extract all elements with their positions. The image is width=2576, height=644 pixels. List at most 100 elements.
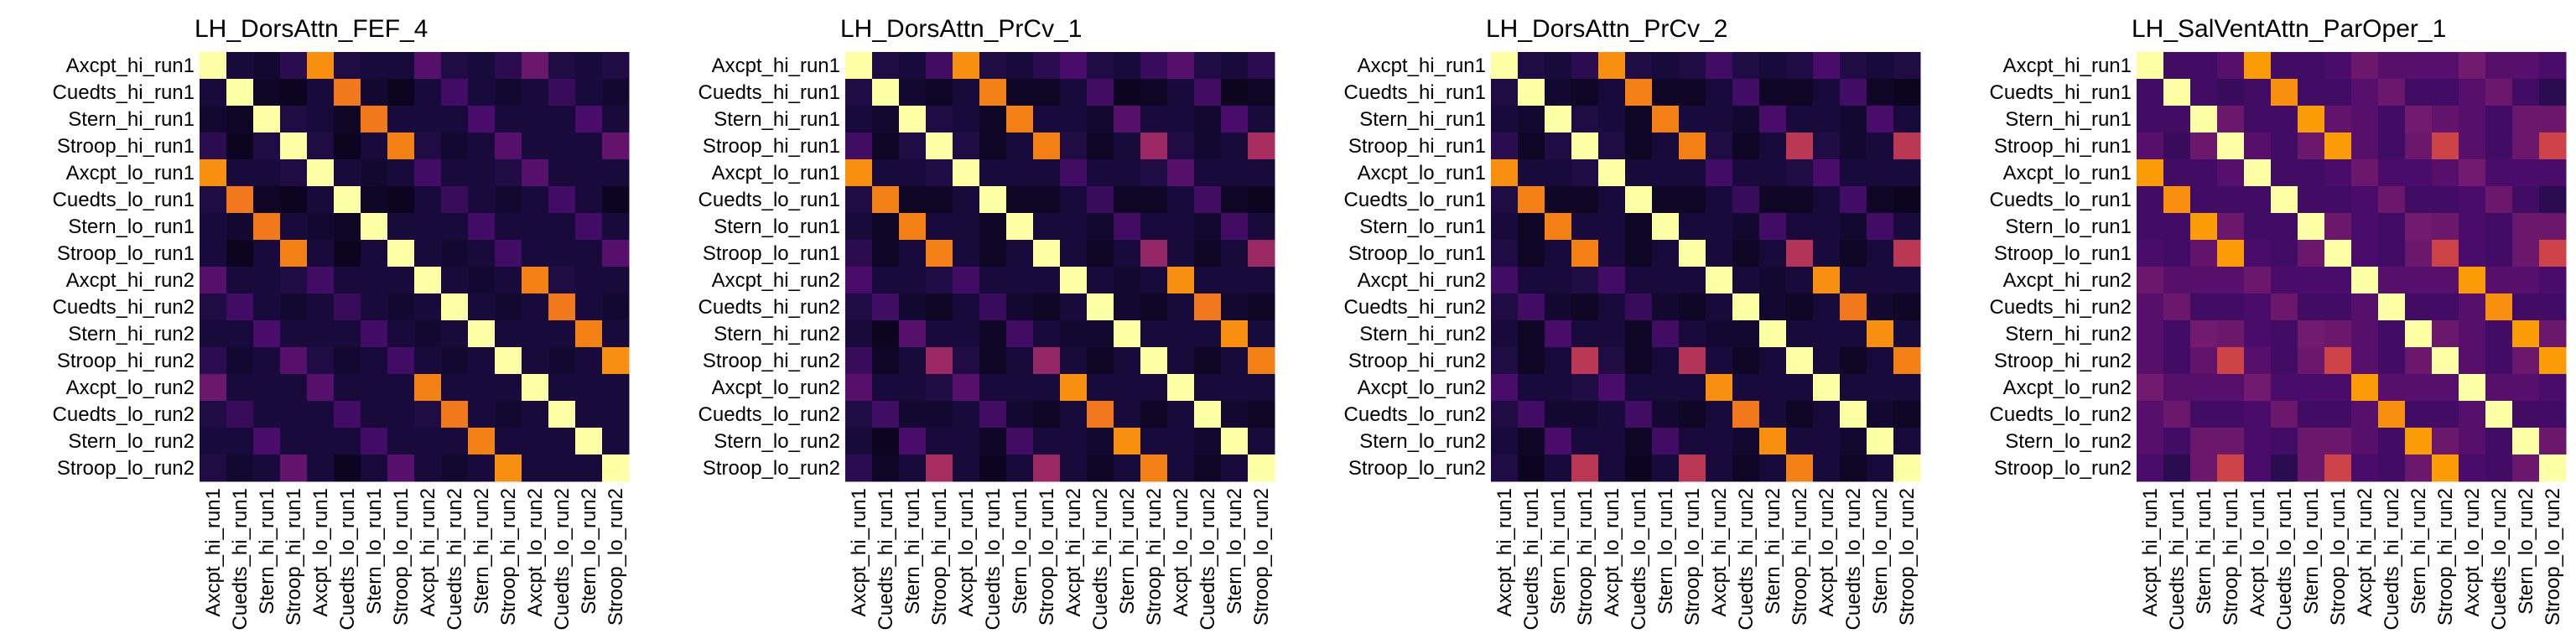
heatmap-cell xyxy=(495,320,522,348)
heatmap-cell xyxy=(926,293,953,321)
heatmap-cell xyxy=(2539,267,2567,294)
heatmap-cell xyxy=(1033,347,1061,375)
heatmap-cell xyxy=(2378,159,2406,187)
y-tick-label: Stern_lo_run1 xyxy=(2005,216,2132,238)
heatmap-cell xyxy=(2539,293,2567,321)
heatmap-cell xyxy=(387,374,415,402)
heatmap-cell xyxy=(1248,132,1275,160)
y-tick-label: Cuedts_lo_run1 xyxy=(1990,189,2132,211)
heatmap-cell xyxy=(2459,106,2486,133)
heatmap-cell xyxy=(1491,159,1519,187)
heatmap-cell xyxy=(468,159,496,187)
heatmap-cell xyxy=(1060,374,1088,402)
heatmap-cell xyxy=(2217,240,2245,267)
heatmap-cell xyxy=(2512,79,2540,106)
heatmap-cell xyxy=(602,240,630,267)
heatmap-cell xyxy=(2163,320,2191,348)
heatmap-cell xyxy=(1167,454,1195,482)
heatmap-cell xyxy=(495,454,522,482)
heatmap-cell xyxy=(1221,374,1249,402)
heatmap-cell xyxy=(1006,293,1034,321)
heatmap-cell xyxy=(2432,106,2459,133)
heatmap-cell xyxy=(2378,347,2406,375)
heatmap-cell xyxy=(1867,347,1894,375)
heatmap-cell xyxy=(1518,293,1545,321)
heatmap-cell xyxy=(2539,132,2567,160)
y-tick-label: Stern_hi_run2 xyxy=(68,323,195,345)
heatmap-cell xyxy=(979,267,1007,294)
heatmap-cell xyxy=(899,79,927,106)
heatmap-cell xyxy=(1732,52,1760,80)
heatmap-cell xyxy=(548,320,576,348)
heatmap-cell xyxy=(1248,52,1275,80)
heatmap-cell xyxy=(253,293,281,321)
heatmap-cell xyxy=(307,347,335,375)
heatmap-cell xyxy=(1571,320,1599,348)
heatmap-cell xyxy=(2351,347,2379,375)
heatmap-cell xyxy=(2512,428,2540,455)
heatmap-cell xyxy=(1087,132,1114,160)
heatmap-cell xyxy=(2432,186,2459,214)
heatmap-cell xyxy=(2244,159,2272,187)
heatmap-cell xyxy=(522,401,549,428)
heatmap-cell xyxy=(899,428,927,455)
heatmap-cell xyxy=(307,52,335,80)
heatmap-cell xyxy=(575,79,603,106)
heatmap-cell xyxy=(2244,106,2272,133)
heatmap-cell xyxy=(845,132,873,160)
heatmap-cell xyxy=(2244,293,2272,321)
heatmap-cell xyxy=(1518,347,1545,375)
heatmap-cell xyxy=(548,454,576,482)
heatmap-cell xyxy=(1813,401,1841,428)
heatmap-cell xyxy=(548,52,576,80)
heatmap-cell xyxy=(441,159,469,187)
heatmap-cell xyxy=(1571,428,1599,455)
heatmap-cell xyxy=(1893,240,1921,267)
heatmap-cell xyxy=(334,320,361,348)
heatmap-cell xyxy=(2324,374,2352,402)
heatmap-cell xyxy=(1248,186,1275,214)
y-tick-label: Cuedts_lo_run1 xyxy=(1344,189,1486,211)
heatmap-cell xyxy=(1813,52,1841,80)
y-tick-label: Stroop_lo_run2 xyxy=(1348,457,1486,480)
heatmap-cell xyxy=(1786,52,1814,80)
heatmap-cell xyxy=(253,401,281,428)
heatmap-cell xyxy=(899,132,927,160)
heatmap-cell xyxy=(1248,79,1275,106)
heatmap-cell xyxy=(522,267,549,294)
heatmap-cell xyxy=(2432,293,2459,321)
heatmap-cell xyxy=(2163,240,2191,267)
y-tick-label: Axcpt_hi_run1 xyxy=(712,55,840,77)
heatmap-cell xyxy=(1194,267,1222,294)
heatmap-cell xyxy=(200,347,227,375)
heatmap-cell xyxy=(1732,293,1760,321)
heatmap-cell xyxy=(1732,79,1760,106)
heatmap-cell xyxy=(200,374,227,402)
heatmap-cell xyxy=(334,347,361,375)
heatmap-cell xyxy=(575,52,603,80)
heatmap-cell xyxy=(1706,159,1733,187)
heatmap-cell xyxy=(387,52,415,80)
x-tick-label: Stern_lo_run2 xyxy=(1869,488,1892,615)
heatmap-cell xyxy=(1248,240,1275,267)
y-tick-label: Stroop_hi_run2 xyxy=(57,350,195,372)
heatmap-cell xyxy=(334,267,361,294)
heatmap-cell xyxy=(1114,52,1141,80)
heatmap-cell xyxy=(307,186,335,214)
heatmap-cell xyxy=(1571,52,1599,80)
heatmap-cell xyxy=(872,428,900,455)
heatmap-cell xyxy=(280,240,308,267)
heatmap-cell xyxy=(845,454,873,482)
heatmap-cell xyxy=(2190,132,2218,160)
heatmap-cell xyxy=(522,79,549,106)
heatmap-cell xyxy=(1140,52,1168,80)
heatmap-cell xyxy=(2324,240,2352,267)
heatmap-cell xyxy=(1679,454,1706,482)
heatmap-cell xyxy=(872,347,900,375)
heatmap-cell xyxy=(2405,132,2433,160)
heatmap-cell xyxy=(226,213,254,241)
heatmap-cell xyxy=(1114,186,1141,214)
heatmap-cell xyxy=(1679,374,1706,402)
heatmap-cell xyxy=(226,347,254,375)
heatmap-cell xyxy=(1598,267,1626,294)
